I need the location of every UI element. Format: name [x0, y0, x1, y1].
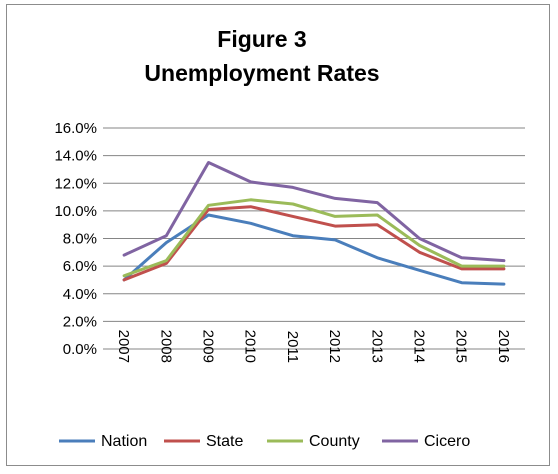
chart-title: Figure 3: [217, 26, 306, 52]
y-tick-label: 16.0%: [54, 120, 97, 137]
x-tick-label: 2016: [495, 330, 512, 363]
x-tick-label: 2012: [326, 330, 343, 363]
legend-label: Nation: [101, 433, 147, 450]
y-tick-label: 10.0%: [54, 203, 97, 220]
series-line-state: [122, 205, 506, 282]
chart-subtitle: Unemployment Rates: [144, 60, 379, 86]
y-tick-label: 6.0%: [63, 258, 97, 275]
series-lines: [122, 161, 506, 286]
x-tick-label: 2011: [284, 331, 301, 363]
y-tick-label: 8.0%: [63, 231, 97, 248]
y-tick-label: 4.0%: [63, 286, 97, 303]
series-line-county: [122, 198, 506, 278]
x-axis-ticks: 2007 2008 2009 2010 2011 2012 2013 2014 2015 2016: [115, 330, 512, 363]
x-tick-label: 2008: [157, 330, 174, 363]
x-tick-label: 2015: [453, 330, 470, 363]
chart-frame: Figure 3 Unemployment Rates 0.0% 2.0% 4.0%…: [6, 4, 550, 466]
legend-label: County: [309, 433, 360, 450]
series-line-cicero: [122, 161, 506, 263]
legend-label: State: [206, 433, 243, 450]
series-line-nation: [122, 213, 506, 286]
y-tick-label: 2.0%: [63, 313, 97, 330]
x-tick-label: 2009: [200, 330, 217, 363]
x-tick-label: 2014: [411, 330, 428, 363]
y-tick-label: 14.0%: [54, 148, 97, 165]
y-axis-ticks: 0.0% 2.0% 4.0% 6.0% 8.0% 10.0% 12.0% 14.0% 16.0%: [54, 120, 97, 358]
line-chart: Figure 3 Unemployment Rates 0.0% 2.0% 4.0%…: [54, 26, 525, 450]
legend-label: Cicero: [424, 433, 470, 450]
y-tick-label: 0.0%: [63, 341, 97, 358]
x-tick-label: 2007: [115, 330, 132, 363]
x-tick-label: 2010: [242, 330, 259, 363]
y-tick-label: 12.0%: [54, 175, 97, 192]
legend: Nation State County Cicero: [59, 433, 470, 450]
x-tick-label: 2013: [368, 330, 385, 363]
